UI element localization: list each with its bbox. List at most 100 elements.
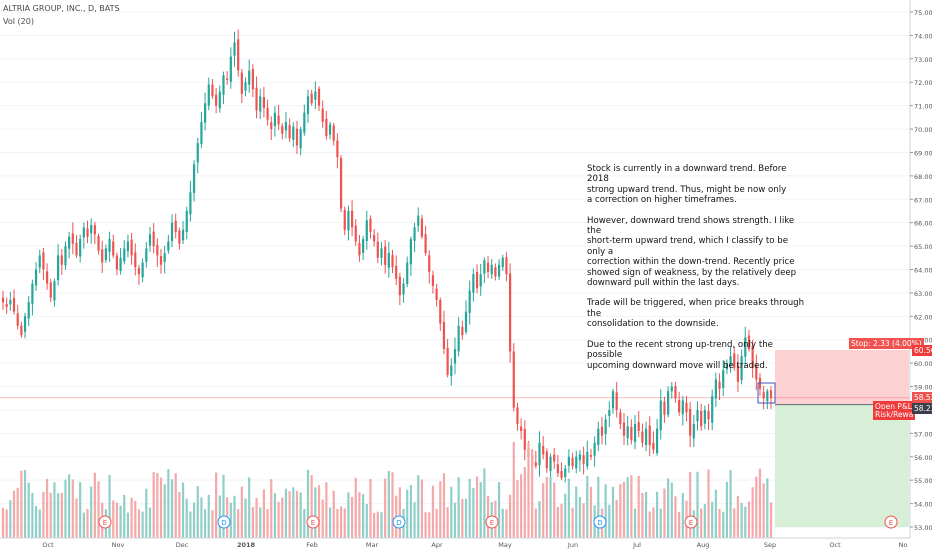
candle-body[interactable]: [332, 125, 335, 141]
candle-body[interactable]: [512, 351, 515, 408]
candle-body[interactable]: [483, 260, 486, 274]
candle-body[interactable]: [255, 87, 258, 111]
candle-body[interactable]: [185, 210, 188, 233]
candle-body[interactable]: [696, 409, 699, 422]
candle-body[interactable]: [593, 442, 596, 456]
candle-body[interactable]: [336, 140, 339, 158]
candle-body[interactable]: [358, 243, 361, 256]
candle-body[interactable]: [174, 220, 177, 233]
candle-body[interactable]: [226, 78, 229, 80]
candle-body[interactable]: [751, 346, 754, 368]
candle-body[interactable]: [523, 428, 526, 450]
candle-body[interactable]: [126, 241, 130, 252]
candle-body[interactable]: [237, 39, 240, 71]
take-profit-zone[interactable]: [775, 404, 909, 527]
candle-body[interactable]: [461, 326, 464, 336]
candle-body[interactable]: [354, 225, 357, 242]
candle-body[interactable]: [152, 231, 155, 247]
candle-body[interactable]: [16, 313, 19, 326]
candle-body[interactable]: [747, 335, 751, 350]
candle-body[interactable]: [384, 246, 387, 265]
candle-body[interactable]: [670, 386, 673, 392]
candle-body[interactable]: [373, 235, 376, 242]
candle-body[interactable]: [674, 386, 677, 399]
candle-body[interactable]: [189, 192, 192, 215]
candle-body[interactable]: [303, 112, 306, 133]
candle-body[interactable]: [692, 424, 695, 439]
candle-body[interactable]: [112, 241, 115, 256]
candle-body[interactable]: [534, 462, 537, 467]
candle-body[interactable]: [9, 299, 12, 305]
candle-body[interactable]: [1, 297, 5, 303]
candle-body[interactable]: [736, 364, 740, 382]
candle-body[interactable]: [68, 236, 71, 249]
candle-body[interactable]: [538, 442, 541, 466]
candle-body[interactable]: [90, 225, 93, 234]
candle-body[interactable]: [321, 108, 324, 123]
candle-body[interactable]: [516, 407, 519, 424]
candle-body[interactable]: [652, 442, 655, 450]
candle-body[interactable]: [5, 304, 8, 307]
candle-body[interactable]: [494, 267, 497, 277]
candle-body[interactable]: [413, 227, 416, 241]
candle-body[interactable]: [31, 283, 34, 304]
candle-body[interactable]: [45, 271, 49, 284]
candle-body[interactable]: [453, 349, 457, 364]
candle-body[interactable]: [163, 253, 166, 262]
candle-body[interactable]: [744, 337, 747, 357]
candle-body[interactable]: [108, 239, 111, 252]
candle-body[interactable]: [420, 218, 424, 237]
candle-body[interactable]: [571, 457, 574, 467]
candle-body[interactable]: [520, 426, 523, 432]
candle-body[interactable]: [486, 262, 490, 272]
candle-body[interactable]: [325, 118, 328, 137]
candle-body[interactable]: [619, 412, 622, 424]
candle-body[interactable]: [218, 91, 221, 109]
candle-body[interactable]: [600, 426, 604, 436]
dividend-marker[interactable]: [593, 515, 607, 529]
candle-body[interactable]: [468, 290, 471, 313]
stop-loss-zone[interactable]: [775, 350, 909, 405]
candle-body[interactable]: [553, 454, 556, 462]
earnings-marker[interactable]: [485, 515, 499, 529]
candle-body[interactable]: [633, 424, 637, 442]
candle-body[interactable]: [424, 234, 427, 254]
candle-body[interactable]: [464, 311, 468, 333]
candle-body[interactable]: [262, 97, 266, 108]
candle-body[interactable]: [38, 255, 41, 268]
candle-body[interactable]: [490, 264, 493, 275]
candle-body[interactable]: [567, 456, 570, 466]
earnings-marker[interactable]: [684, 515, 698, 529]
candle-body[interactable]: [167, 241, 170, 251]
candle-body[interactable]: [365, 220, 368, 242]
candle-body[interactable]: [700, 411, 703, 427]
risk-reward-label[interactable]: Risk/Rewa: [873, 409, 916, 420]
open-pl-label[interactable]: Open P&L:: [873, 401, 917, 412]
candle-body[interactable]: [755, 364, 758, 380]
candle-body[interactable]: [42, 252, 45, 270]
candle-body[interactable]: [134, 252, 137, 268]
candle-body[interactable]: [115, 255, 119, 270]
candle-body[interactable]: [57, 255, 60, 281]
dividend-marker[interactable]: [217, 515, 231, 529]
candle-body[interactable]: [281, 126, 284, 134]
candle-body[interactable]: [314, 91, 317, 100]
stop-label[interactable]: Stop: 2.33 (4.00%): [849, 338, 924, 349]
candle-body[interactable]: [211, 84, 214, 97]
candle-body[interactable]: [769, 390, 773, 398]
candle-body[interactable]: [71, 233, 74, 244]
candle-body[interactable]: [64, 246, 67, 266]
candle-body[interactable]: [251, 69, 254, 90]
candle-body[interactable]: [277, 115, 280, 125]
candle-body[interactable]: [391, 255, 394, 268]
candle-body[interactable]: [266, 107, 269, 120]
candle-body[interactable]: [292, 126, 295, 140]
candle-body[interactable]: [75, 242, 78, 256]
candle-body[interactable]: [439, 299, 442, 324]
candle-body[interactable]: [362, 239, 365, 253]
candle-body[interactable]: [659, 400, 662, 431]
candle-body[interactable]: [681, 400, 684, 415]
candle-body[interactable]: [630, 426, 633, 441]
candle-body[interactable]: [192, 164, 196, 194]
candle-body[interactable]: [714, 379, 717, 399]
